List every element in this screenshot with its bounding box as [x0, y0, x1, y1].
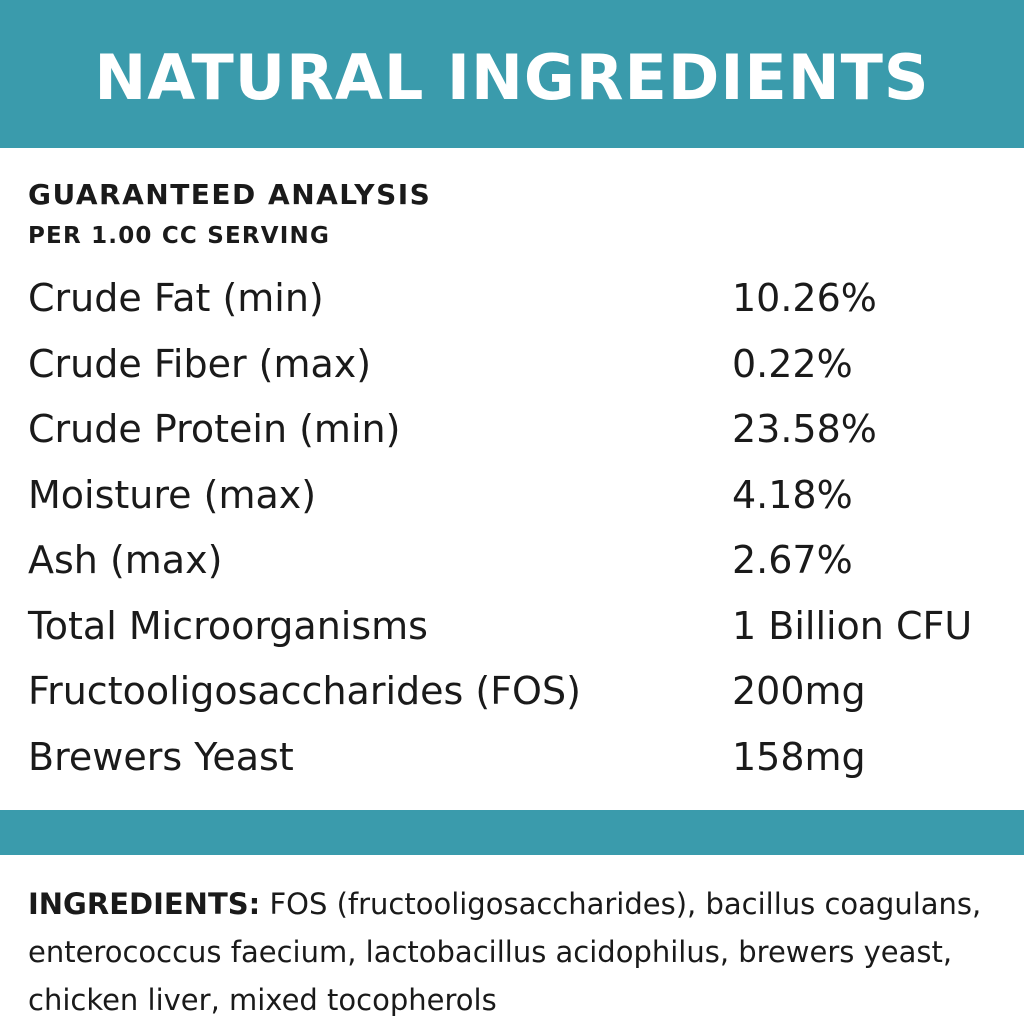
- table-row: Crude Fiber (max) 0.22%: [0, 334, 1024, 399]
- table-row: Brewers Yeast 158mg: [0, 727, 1024, 792]
- ingredients-label: INGREDIENTS:: [28, 887, 261, 921]
- section-subheading: PER 1.00 CC SERVING: [28, 223, 331, 249]
- row-value: 23.58%: [732, 407, 877, 451]
- table-row: Fructooligosaccharides (FOS) 200mg: [0, 661, 1024, 726]
- title: NATURAL INGREDIENTS: [94, 41, 930, 114]
- row-label: Brewers Yeast: [28, 734, 294, 779]
- table-row: Moisture (max) 4.18%: [0, 465, 1024, 530]
- ingredients: INGREDIENTS: FOS (fructooligosaccharides…: [28, 880, 1003, 1024]
- row-value: 1 Billion CFU: [732, 603, 973, 648]
- table-row: Ash (max) 2.67%: [0, 530, 1024, 595]
- ingredients-text: FOS (fructooligosaccharides), bacillus c…: [28, 887, 982, 1017]
- row-label: Moisture (max): [28, 472, 317, 517]
- divider-band: [0, 810, 1024, 855]
- header-band: [0, 0, 1024, 148]
- row-label: Total Microorganisms: [28, 603, 428, 648]
- row-value: 0.22%: [732, 341, 853, 386]
- section-heading: GUARANTEED ANALYSIS: [28, 178, 432, 211]
- row-label: Ash (max): [28, 538, 223, 582]
- row-label: Crude Fat (min): [28, 276, 324, 320]
- row-value: 2.67%: [732, 538, 853, 582]
- row-label: Crude Fiber (max): [28, 341, 372, 386]
- row-label: Crude Protein (min): [28, 407, 401, 451]
- row-value: 10.26%: [732, 276, 877, 320]
- row-value: 158mg: [732, 734, 866, 779]
- table-row: Total Microorganisms 1 Billion CFU: [0, 596, 1024, 661]
- table-row: Crude Protein (min) 23.58%: [0, 399, 1024, 464]
- table-row: Crude Fat (min) 10.26%: [0, 268, 1024, 333]
- row-label: Fructooligosaccharides (FOS): [28, 669, 581, 713]
- row-value: 4.18%: [732, 472, 853, 517]
- row-value: 200mg: [732, 669, 866, 713]
